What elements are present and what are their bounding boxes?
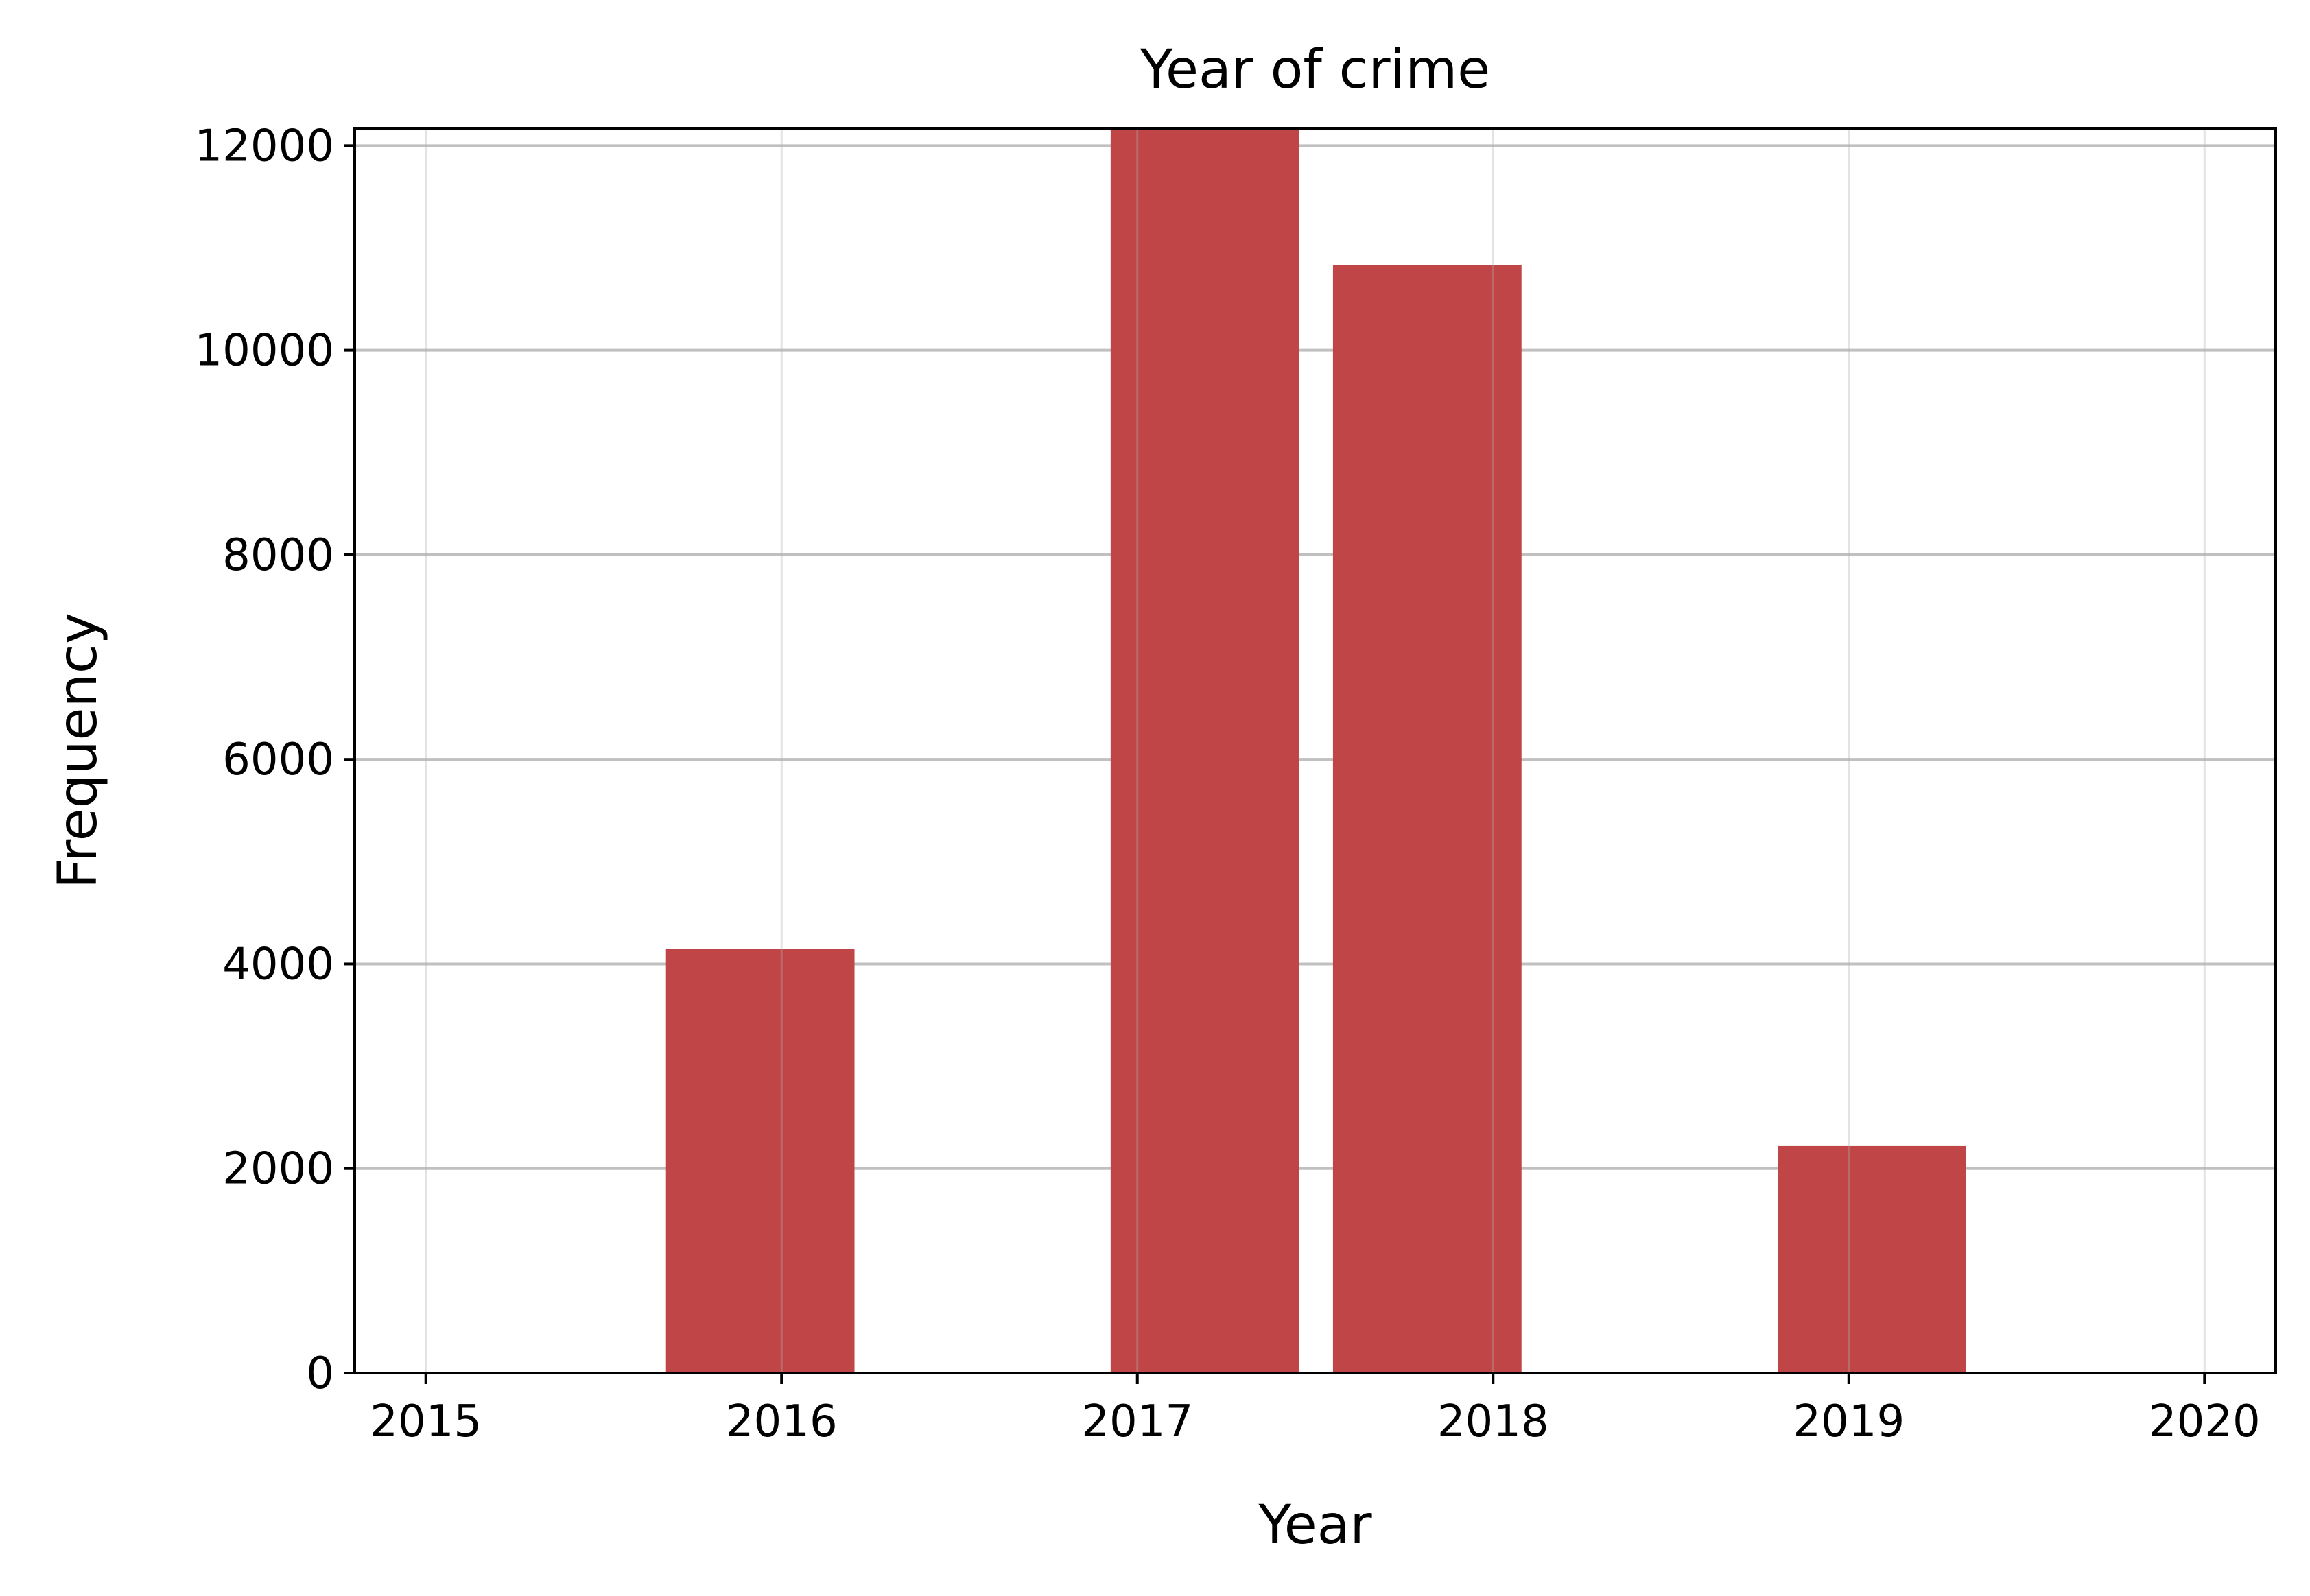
x-tick-label: 2015 [370, 1396, 482, 1447]
x-tick-label: 2016 [726, 1396, 838, 1447]
bar [1332, 265, 1522, 1373]
y-tick-label: 4000 [222, 939, 334, 990]
y-axis-title: Frequency [47, 612, 109, 889]
plot-frame [353, 127, 2277, 1374]
y-tick-label: 2000 [222, 1144, 334, 1195]
x-axis-title: Year [1258, 1494, 1372, 1556]
y-tick-label: 12000 [194, 121, 334, 171]
x-tick-label: 2019 [1793, 1396, 1905, 1447]
x-tick-label: 2017 [1081, 1396, 1193, 1447]
y-tick-label: 0 [306, 1348, 334, 1399]
bar [1110, 128, 1299, 1373]
y-tick-label: 10000 [194, 326, 334, 377]
bar [1778, 1145, 1966, 1373]
x-tick-label: 2020 [2149, 1396, 2261, 1447]
chart-title: Year of crime [1140, 39, 1491, 101]
ticks: 2015 2016 2017 2018 2019 2020 0 2000 4000 6000 800… [194, 121, 2260, 1447]
x-tick-label: 2018 [1437, 1396, 1549, 1447]
bars [665, 128, 1966, 1373]
bar [665, 949, 855, 1373]
grid-overlay [425, 128, 2206, 1373]
y-tick-label: 8000 [222, 530, 334, 581]
y-tick-label: 6000 [222, 735, 334, 785]
